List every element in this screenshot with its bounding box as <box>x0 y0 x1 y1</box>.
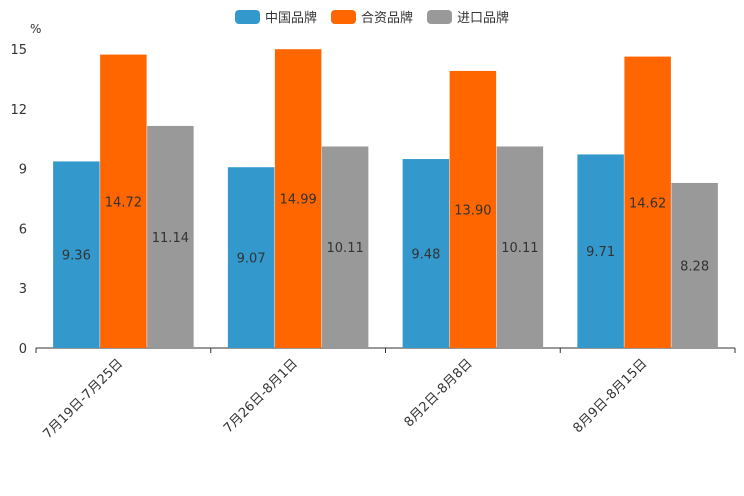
bar <box>671 182 718 348</box>
legend-item-import[interactable]: 进口品牌 <box>427 7 509 26</box>
y-tick-label: 0 <box>19 342 27 357</box>
bar-data-label: 10.11 <box>327 241 364 256</box>
legend-swatch-china <box>234 9 260 24</box>
x-tick-label: 7月26日-8月1日 <box>221 356 301 436</box>
bar-data-label: 9.48 <box>411 248 440 263</box>
y-tick-label: 12 <box>10 103 27 118</box>
bar-data-label: 10.11 <box>501 241 538 256</box>
bar <box>496 146 544 348</box>
y-tick-label: 6 <box>19 222 27 237</box>
legend-swatch-import <box>427 9 452 24</box>
y-tick-label: 15 <box>10 43 27 58</box>
legend-item-china[interactable]: 中国品牌 <box>234 7 317 26</box>
bar <box>274 49 322 348</box>
bar-data-label: 9.36 <box>62 249 91 264</box>
bar-data-label: 8.28 <box>680 259 709 274</box>
bar <box>624 56 671 348</box>
x-tick-label: 8月2日-8月8日 <box>402 356 476 430</box>
legend-swatch-joint <box>330 9 356 24</box>
bar <box>227 167 275 348</box>
y-tick-label: 3 <box>19 282 27 297</box>
legend: 中国品牌 合资品牌 进口品牌 <box>0 7 744 26</box>
bar-data-label: 13.90 <box>454 203 491 218</box>
bar-data-label: 14.99 <box>280 193 317 208</box>
x-tick-label: 7月19日-7月25日 <box>40 356 126 442</box>
bar <box>321 146 369 348</box>
bar <box>147 125 194 349</box>
bar <box>577 154 624 348</box>
legend-item-joint[interactable]: 合资品牌 <box>330 7 413 26</box>
legend-label-china: 中国品牌 <box>264 11 317 26</box>
bar <box>402 159 450 348</box>
legend-label-import: 进口品牌 <box>457 11 510 26</box>
bar-data-label: 9.71 <box>586 245 615 260</box>
bar-data-label: 11.14 <box>152 231 189 246</box>
bar <box>53 161 100 348</box>
bar <box>449 70 497 348</box>
x-tick-label: 8月9日-8月15日 <box>571 356 651 436</box>
bar-data-label: 9.07 <box>237 252 266 267</box>
legend-label-joint: 合资品牌 <box>360 11 413 26</box>
bar-data-label: 14.72 <box>105 195 142 210</box>
bar <box>100 54 147 349</box>
bar-data-label: 14.62 <box>629 196 666 211</box>
y-axis-unit: % <box>30 22 42 36</box>
y-tick-label: 9 <box>19 163 27 178</box>
